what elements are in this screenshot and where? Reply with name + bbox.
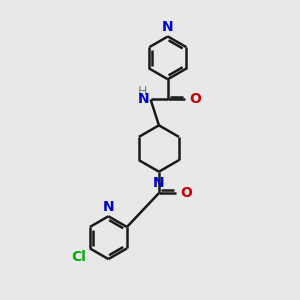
Text: N: N [137, 92, 149, 106]
Text: H: H [138, 85, 147, 98]
Text: Cl: Cl [71, 250, 86, 264]
Text: O: O [180, 185, 192, 200]
Text: N: N [103, 200, 114, 214]
Text: N: N [162, 20, 174, 34]
Text: O: O [189, 92, 201, 106]
Text: N: N [153, 176, 165, 190]
